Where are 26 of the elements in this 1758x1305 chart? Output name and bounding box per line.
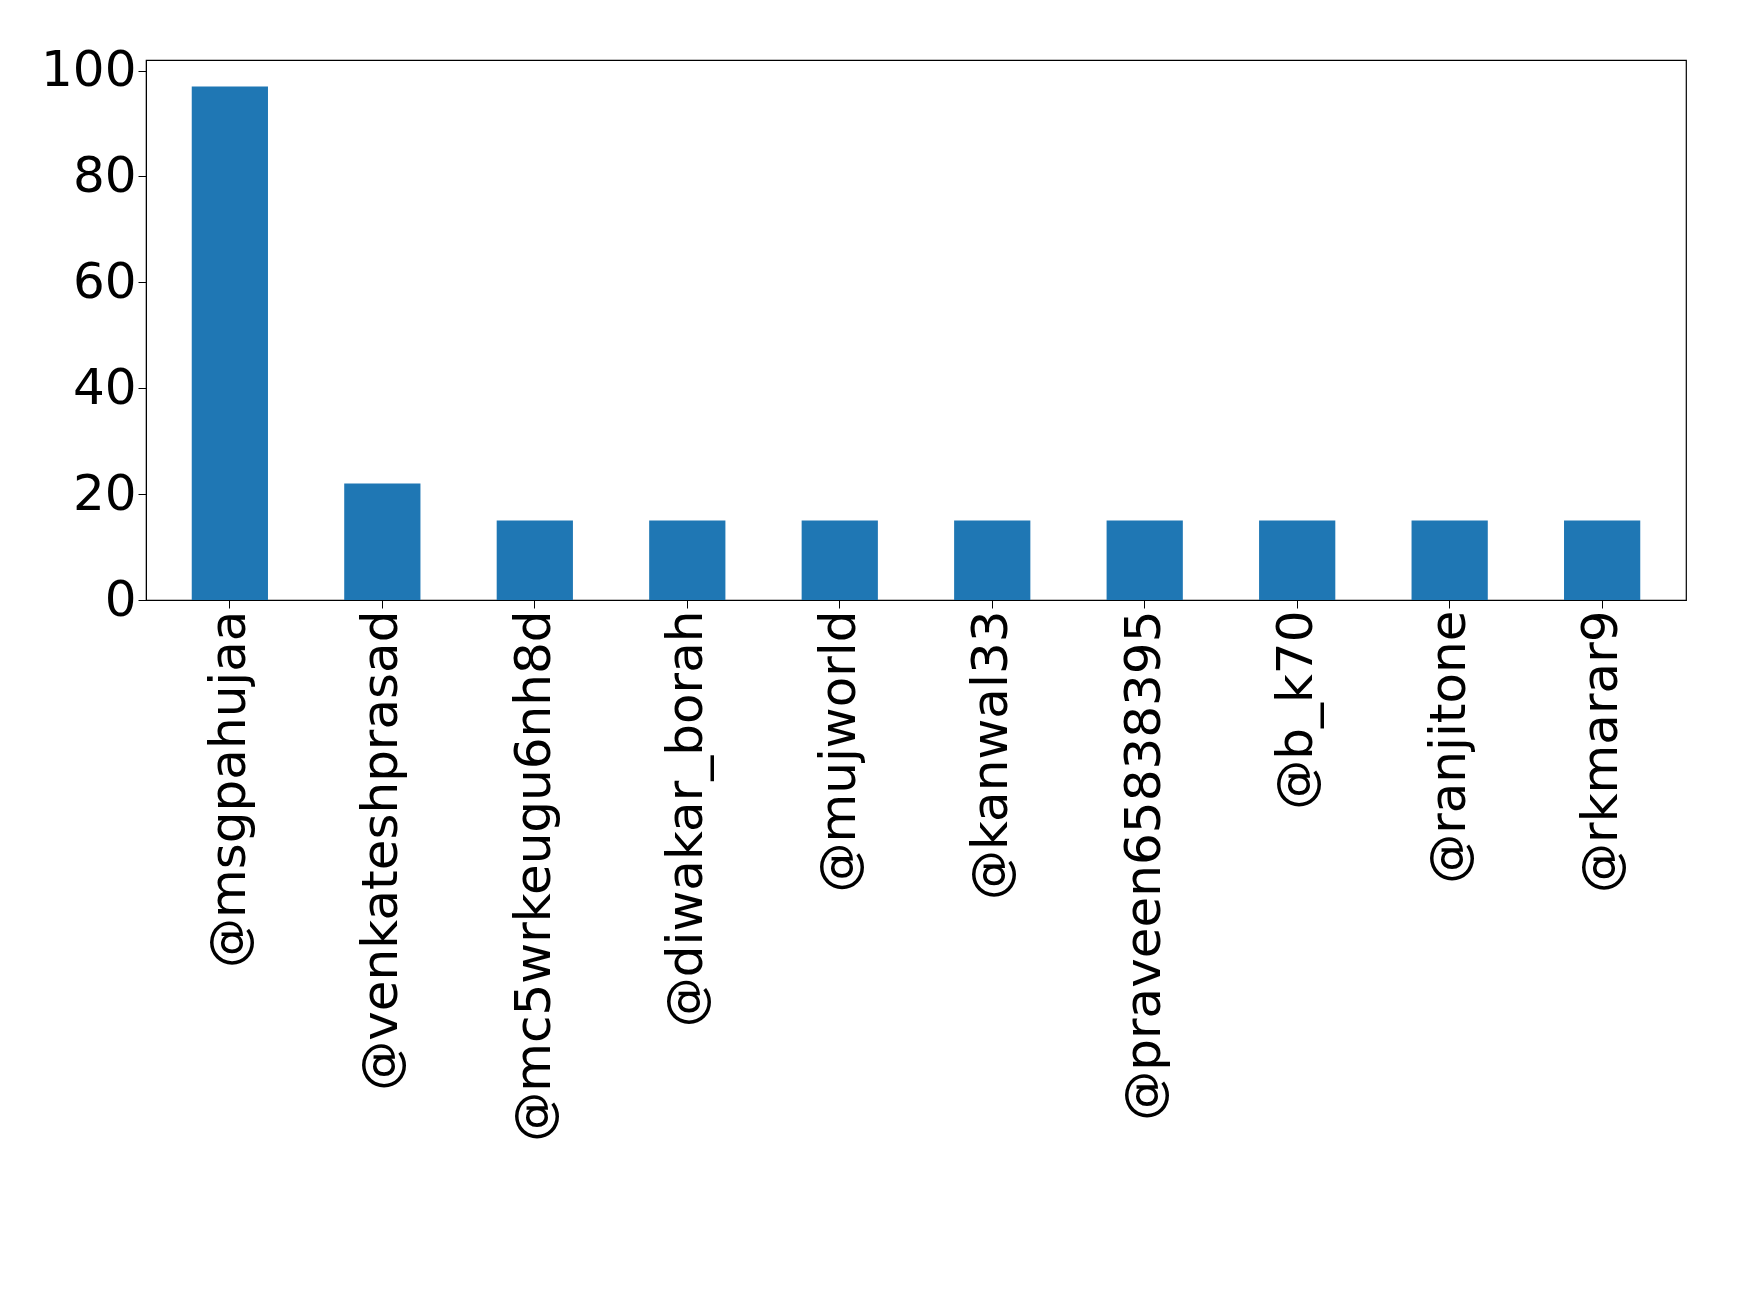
bar [1259, 520, 1336, 600]
x-tick-label: @diwakar_borah [656, 610, 715, 1028]
x-tick-label: @mujworld [808, 610, 867, 893]
x-tick-label: @kanwal33 [961, 610, 1020, 900]
bar [954, 520, 1031, 600]
x-tick-label: @ranjitone [1418, 610, 1477, 884]
y-tick-label: 0 [104, 569, 137, 628]
x-tick-label: @praveen65838395 [1113, 610, 1172, 1121]
bar [1411, 520, 1488, 600]
x-tick-label: @b_k70 [1266, 610, 1325, 810]
y-tick-label: 20 [72, 463, 137, 522]
x-tick-label: @venkateshprasad [351, 610, 410, 1091]
y-tick-label: 100 [41, 40, 137, 99]
bar [344, 483, 421, 600]
bar [496, 520, 573, 600]
x-tick-label: @mc5wrkeugu6nh8d [503, 610, 562, 1142]
bar [191, 86, 268, 600]
bar [649, 520, 726, 600]
bar [1564, 520, 1641, 600]
x-tick-label: @rkmarar9 [1571, 610, 1630, 893]
bar [801, 520, 878, 600]
x-tick-label: @msgpahujaa [198, 610, 257, 968]
y-tick-label: 60 [72, 251, 137, 310]
y-tick-label: 80 [72, 145, 137, 204]
y-tick-label: 40 [72, 357, 137, 416]
bar [1106, 520, 1183, 600]
